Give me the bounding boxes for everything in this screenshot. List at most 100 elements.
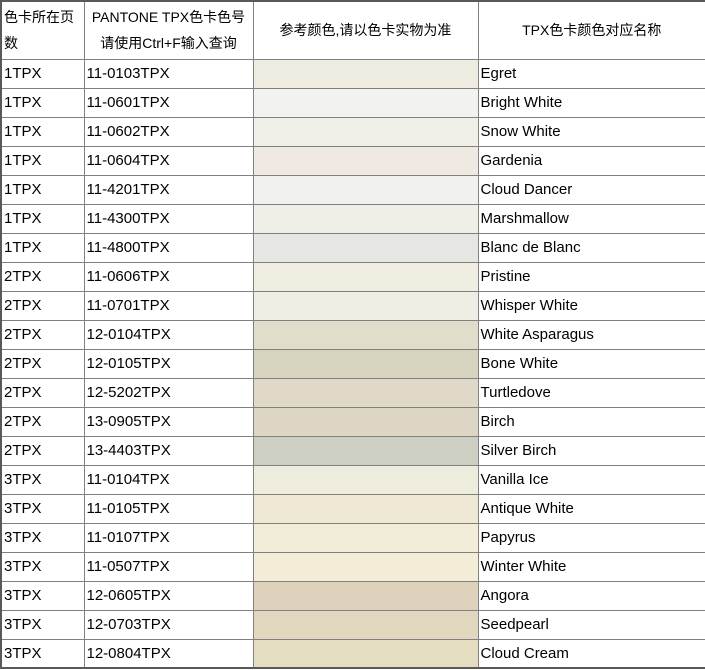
table-row: 1TPX 11-0604TPX Gardenia [0,145,705,176]
color-swatch [252,116,479,147]
color-swatch [252,290,479,321]
color-name-cell: Whisper White [477,290,705,321]
page-number-cell: 1TPX [0,116,85,147]
color-code-cell: 12-5202TPX [83,377,254,408]
color-swatch [252,348,479,379]
color-code-cell: 11-0604TPX [83,145,254,176]
color-code-cell: 12-0105TPX [83,348,254,379]
color-swatch [252,551,479,582]
table-row: 2TPX 12-5202TPX Turtledove [0,377,705,408]
color-name-cell: Pristine [477,261,705,292]
color-name-cell: White Asparagus [477,319,705,350]
color-name-cell: Cloud Cream [477,638,705,669]
color-name-cell: Gardenia [477,145,705,176]
color-name-cell: Bone White [477,348,705,379]
table-row: 2TPX 13-4403TPX Silver Birch [0,435,705,466]
color-code-cell: 13-0905TPX [83,406,254,437]
color-code-cell: 11-0105TPX [83,493,254,524]
page-number-cell: 1TPX [0,87,85,118]
page-number-cell: 1TPX [0,203,85,234]
table-header-row: 色卡所在页数 PANTONE TPX色卡色号 请使用Ctrl+F输入查询 参考颜… [0,0,705,60]
color-name-cell: Snow White [477,116,705,147]
table-row: 3TPX 12-0605TPX Angora [0,580,705,611]
table-row: 3TPX 12-0804TPX Cloud Cream [0,638,705,669]
color-code-cell: 11-4201TPX [83,174,254,205]
color-swatch [252,203,479,234]
table-row: 2TPX 11-0606TPX Pristine [0,261,705,292]
table-row: 2TPX 11-0701TPX Whisper White [0,290,705,321]
page-number-cell: 1TPX [0,145,85,176]
header-swatch-column: 参考颜色,请以色卡实物为准 [252,0,479,60]
header-page-column: 色卡所在页数 [0,0,85,60]
table-row: 1TPX 11-0601TPX Bright White [0,87,705,118]
color-swatch [252,319,479,350]
page-number-cell: 2TPX [0,319,85,350]
color-code-cell: 12-0104TPX [83,319,254,350]
table-row: 3TPX 11-0107TPX Papyrus [0,522,705,553]
color-name-cell: Turtledove [477,377,705,408]
page-number-cell: 2TPX [0,406,85,437]
color-name-cell: Antique White [477,493,705,524]
color-code-cell: 11-4800TPX [83,232,254,263]
page-number-cell: 3TPX [0,522,85,553]
table-row: 1TPX 11-4300TPX Marshmallow [0,203,705,234]
color-swatch [252,261,479,292]
page-number-cell: 3TPX [0,551,85,582]
color-code-cell: 11-0103TPX [83,58,254,89]
color-code-cell: 12-0703TPX [83,609,254,640]
header-code-line2: 请使用Ctrl+F输入查询 [100,35,237,52]
page-number-cell: 1TPX [0,174,85,205]
color-name-cell: Seedpearl [477,609,705,640]
color-code-cell: 12-0804TPX [83,638,254,669]
color-swatch [252,580,479,611]
header-code-line1: PANTONE TPX色卡色号 [91,9,246,26]
table-row: 1TPX 11-4201TPX Cloud Dancer [0,174,705,205]
header-code-column: PANTONE TPX色卡色号 请使用Ctrl+F输入查询 [83,0,254,60]
color-code-cell: 11-0701TPX [83,290,254,321]
color-swatch [252,145,479,176]
color-swatch [252,609,479,640]
color-code-cell: 13-4403TPX [83,435,254,466]
color-swatch [252,406,479,437]
color-code-cell: 11-4300TPX [83,203,254,234]
table-row: 3TPX 12-0703TPX Seedpearl [0,609,705,640]
table-row: 3TPX 11-0105TPX Antique White [0,493,705,524]
page-number-cell: 2TPX [0,290,85,321]
table-row: 2TPX 13-0905TPX Birch [0,406,705,437]
page-number-cell: 3TPX [0,493,85,524]
color-name-cell: Angora [477,580,705,611]
page-number-cell: 2TPX [0,261,85,292]
color-name-cell: Birch [477,406,705,437]
color-name-cell: Bright White [477,87,705,118]
table-row: 1TPX 11-0103TPX Egret [0,58,705,89]
color-name-cell: Egret [477,58,705,89]
color-code-cell: 11-0601TPX [83,87,254,118]
color-code-cell: 11-0602TPX [83,116,254,147]
table-row: 2TPX 12-0104TPX White Asparagus [0,319,705,350]
color-code-cell: 11-0107TPX [83,522,254,553]
color-swatch [252,232,479,263]
color-name-cell: Blanc de Blanc [477,232,705,263]
page-number-cell: 3TPX [0,580,85,611]
color-swatch [252,377,479,408]
table-row: 1TPX 11-0602TPX Snow White [0,116,705,147]
color-swatch [252,87,479,118]
table-row: 3TPX 11-0507TPX Winter White [0,551,705,582]
page-number-cell: 3TPX [0,638,85,669]
page-number-cell: 1TPX [0,232,85,263]
color-code-cell: 11-0507TPX [83,551,254,582]
color-swatch [252,58,479,89]
color-swatch [252,522,479,553]
color-code-cell: 11-0104TPX [83,464,254,495]
page-number-cell: 1TPX [0,58,85,89]
color-swatch [252,435,479,466]
color-name-cell: Vanilla Ice [477,464,705,495]
color-swatch [252,493,479,524]
color-name-cell: Marshmallow [477,203,705,234]
table-row: 3TPX 11-0104TPX Vanilla Ice [0,464,705,495]
color-swatch [252,174,479,205]
page-number-cell: 2TPX [0,435,85,466]
color-name-cell: Papyrus [477,522,705,553]
